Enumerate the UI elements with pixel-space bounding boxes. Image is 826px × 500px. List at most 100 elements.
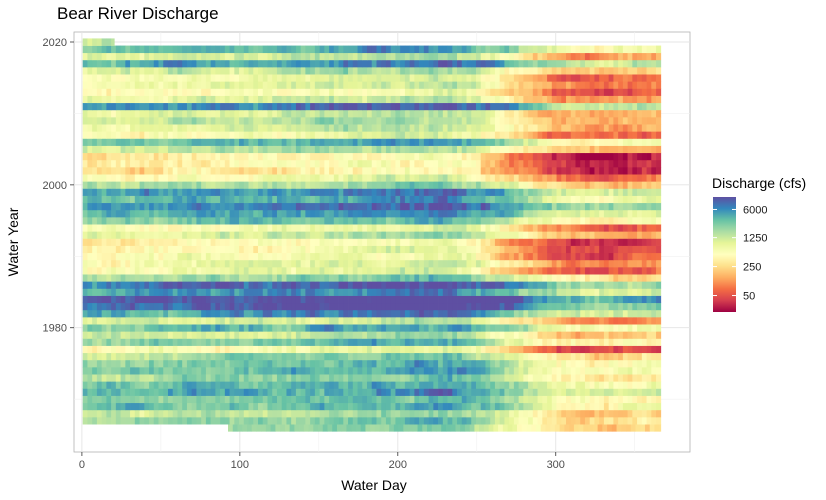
- heatmap-tile: [551, 345, 557, 354]
- heatmap-tile: [618, 395, 624, 404]
- heatmap-tile: [139, 302, 145, 311]
- heatmap-tile: [101, 345, 107, 354]
- heatmap-tile: [286, 324, 292, 332]
- heatmap-tile: [319, 374, 325, 382]
- heatmap-tile: [457, 374, 463, 382]
- heatmap-tile: [438, 174, 444, 182]
- heatmap-tile: [513, 317, 519, 325]
- heatmap-tile: [310, 388, 316, 396]
- heatmap-tile: [106, 359, 112, 368]
- heatmap-tile: [547, 281, 553, 289]
- heatmap-tile: [366, 381, 373, 389]
- heatmap-tile: [575, 267, 581, 275]
- heatmap-tile: [608, 167, 614, 175]
- heatmap-tile: [428, 288, 434, 296]
- heatmap-tile: [300, 395, 306, 404]
- heatmap-tile: [395, 145, 401, 154]
- heatmap-tile: [106, 245, 112, 254]
- heatmap-tile: [646, 174, 652, 182]
- heatmap-tile: [310, 324, 316, 332]
- heatmap-tile: [101, 338, 107, 346]
- heatmap-tile: [96, 231, 102, 239]
- heatmap-tile: [480, 402, 486, 411]
- heatmap-tile: [404, 245, 410, 254]
- heatmap-tile: [220, 338, 226, 346]
- heatmap-tile: [589, 331, 595, 339]
- heatmap-tile: [149, 181, 155, 189]
- heatmap-tile: [566, 188, 572, 196]
- heatmap-tile: [357, 167, 363, 175]
- heatmap-tile: [286, 417, 292, 425]
- heatmap-tile: [450, 424, 456, 432]
- heatmap-tile: [106, 259, 112, 268]
- heatmap-tile: [343, 395, 349, 404]
- heatmap-tile: [243, 167, 249, 175]
- heatmap-tile: [613, 195, 619, 204]
- heatmap-tile: [191, 238, 197, 246]
- heatmap-tile: [637, 195, 643, 204]
- heatmap-tile: [651, 252, 657, 261]
- heatmap-tile: [310, 374, 316, 382]
- heatmap-tile: [608, 374, 614, 382]
- heatmap-tile: [357, 309, 363, 318]
- heatmap-tile: [622, 145, 628, 154]
- heatmap-tile: [632, 259, 638, 268]
- heatmap-tile: [153, 352, 159, 361]
- heatmap-tile: [276, 238, 283, 246]
- heatmap-tile: [447, 181, 453, 189]
- heatmap-tile: [483, 424, 489, 432]
- heatmap-tile: [234, 331, 240, 339]
- heatmap-tile: [262, 367, 268, 375]
- heatmap-tile: [205, 409, 211, 418]
- heatmap-tile: [528, 174, 534, 182]
- heatmap-tile: [513, 302, 519, 311]
- heatmap-tile: [248, 302, 254, 311]
- heatmap-tile: [242, 424, 248, 432]
- heatmap-tile: [267, 167, 273, 175]
- heatmap-tile: [224, 317, 230, 325]
- heatmap-tile: [163, 267, 169, 275]
- heatmap-tile: [656, 302, 662, 311]
- heatmap-tile: [139, 152, 145, 161]
- heatmap-tile: [153, 367, 159, 375]
- heatmap-tile: [305, 388, 311, 396]
- heatmap-tile: [627, 224, 633, 232]
- heatmap-tile: [106, 417, 112, 425]
- heatmap-tile: [376, 409, 382, 418]
- heatmap-tile: [603, 159, 610, 168]
- heatmap-tile: [570, 288, 576, 296]
- heatmap-tile: [215, 352, 221, 361]
- heatmap-tile: [537, 267, 543, 275]
- heatmap-tile: [92, 181, 98, 189]
- heatmap-tile: [210, 267, 216, 275]
- heatmap-tile: [428, 217, 434, 225]
- heatmap-tile: [379, 424, 385, 432]
- heatmap-tile: [509, 302, 515, 311]
- heatmap-tile: [153, 374, 159, 382]
- heatmap-tile: [599, 145, 605, 154]
- heatmap-tile: [295, 245, 302, 254]
- heatmap-tile: [139, 402, 145, 411]
- heatmap-tile: [120, 145, 126, 154]
- heatmap-tile: [589, 245, 595, 254]
- heatmap-tile: [409, 152, 415, 161]
- heatmap-tile: [158, 267, 164, 275]
- heatmap-tile: [635, 424, 641, 432]
- heatmap-tile: [566, 324, 572, 332]
- heatmap-tile: [338, 209, 344, 218]
- heatmap-tile: [153, 274, 159, 282]
- heatmap-tile: [134, 259, 140, 268]
- heatmap-tile: [343, 231, 349, 239]
- heatmap-tile: [276, 395, 283, 404]
- heatmap-tile: [613, 288, 619, 296]
- heatmap-tile: [589, 367, 595, 375]
- heatmap-tile: [584, 302, 591, 311]
- heatmap-tile: [276, 281, 283, 289]
- heatmap-tile: [130, 367, 136, 375]
- heatmap-tile: [499, 138, 505, 146]
- heatmap-tile: [343, 259, 349, 268]
- heatmap-tile: [551, 252, 557, 261]
- heatmap-tile: [532, 174, 538, 182]
- heatmap-tile: [371, 345, 377, 354]
- heatmap-tile: [603, 338, 610, 346]
